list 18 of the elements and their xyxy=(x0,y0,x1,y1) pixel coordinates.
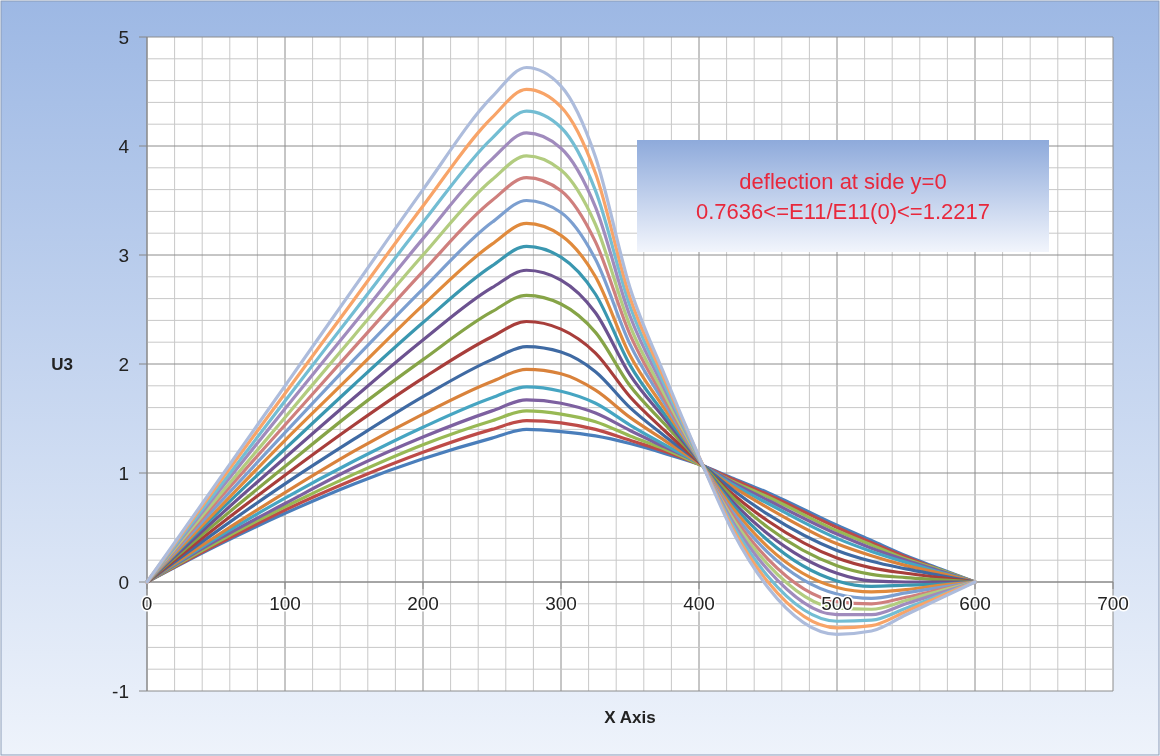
y-tick-label: 5 xyxy=(118,26,129,48)
annotation: deflection at side y=0 0.7636<=E11/E11(0)<=1.2217 xyxy=(696,168,990,224)
y-axis-title: U3 xyxy=(51,354,73,374)
y-tick-label: 3 xyxy=(118,244,129,266)
x-tick-label: 300 xyxy=(545,593,577,614)
x-axis-title: X Axis xyxy=(604,708,656,727)
x-tick-label: 400 xyxy=(683,593,715,614)
y-tick-label: 1 xyxy=(118,462,129,484)
x-tick-label: 600 xyxy=(959,593,991,614)
x-tick-label: 200 xyxy=(407,593,439,614)
y-tick-label: -1 xyxy=(112,680,129,702)
y-tick-label: 4 xyxy=(118,135,130,157)
x-tick-label: 700 xyxy=(1097,593,1129,614)
y-tick-label: 0 xyxy=(118,571,129,593)
x-tick-label: 100 xyxy=(269,593,301,614)
x-tick-label: 500 xyxy=(821,593,853,614)
x-tick-label: 0 xyxy=(141,593,153,614)
y-tick-label: 2 xyxy=(118,353,129,375)
